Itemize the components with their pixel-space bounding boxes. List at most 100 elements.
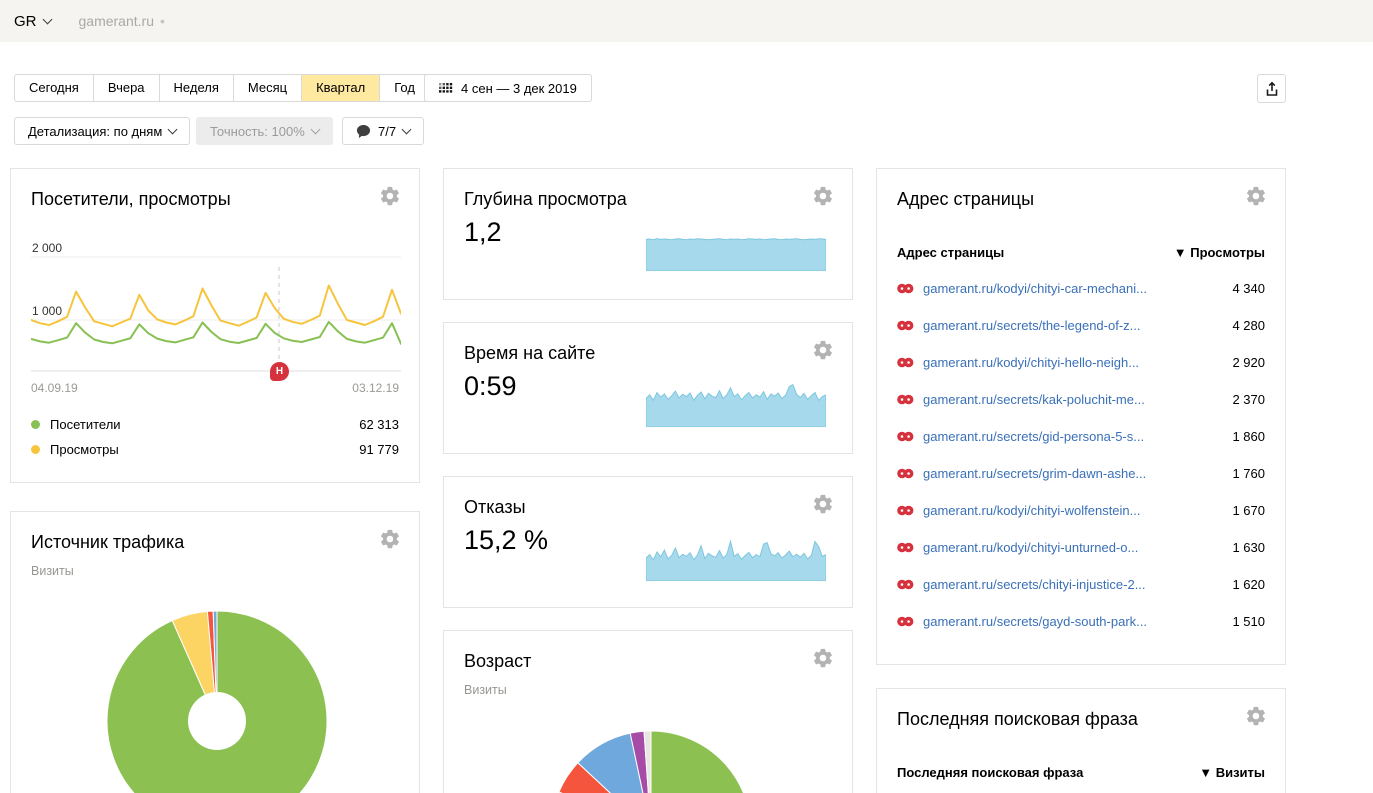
gear-icon[interactable]: [812, 339, 836, 363]
export-icon: [1266, 81, 1277, 96]
gear-icon[interactable]: [812, 493, 836, 517]
export-button[interactable]: [1257, 74, 1286, 103]
table-row: gamerant.ru/secrets/chityi-injustice-2..…: [897, 566, 1265, 603]
page-url-link[interactable]: gamerant.ru/secrets/grim-dawn-ashe...: [923, 466, 1147, 481]
period-tab[interactable]: Вчера: [92, 74, 160, 102]
table-row: gamerant.ru/kodyi/chityi-unturned-o... 1 …: [897, 529, 1265, 566]
bounce-rate-sparkline: [646, 539, 826, 581]
accuracy-dropdown[interactable]: Точность: 100%: [196, 117, 333, 145]
gear-icon[interactable]: [1245, 185, 1269, 209]
metric-value: 0:59: [464, 371, 517, 401]
card-title: Возраст: [464, 651, 532, 671]
page-url-link[interactable]: gamerant.ru/kodyi/chityi-unturned-o...: [923, 540, 1139, 555]
date-range-button[interactable]: 4 сен — 3 дек 2019: [424, 74, 592, 102]
period-tabs: Сегодня Вчера Неделя Месяц Квартал Год: [14, 74, 430, 102]
views-value: 1 630: [1232, 540, 1265, 555]
column-header-phrase: Последняя поисковая фраза: [897, 765, 1084, 780]
legend-value: 62 313: [359, 416, 399, 432]
table-header: Последняя поисковая фраза ▼ Визиты: [897, 765, 1265, 780]
favicon-link-icon: [897, 283, 914, 294]
views-value: 1 670: [1232, 503, 1265, 518]
chevron-down-icon: [42, 14, 52, 24]
gear-icon[interactable]: [812, 185, 836, 209]
page-url-link[interactable]: gamerant.ru/secrets/gayd-south-park...: [923, 614, 1147, 629]
gear-icon[interactable]: [1245, 705, 1269, 729]
detail-label: Детализация: по дням: [28, 123, 163, 139]
card-traffic-source: Источник трафика Визиты: [10, 511, 420, 793]
table-row: gamerant.ru/secrets/gayd-south-park... 1 …: [897, 603, 1265, 640]
legend-label: Посетители: [50, 416, 121, 432]
favicon-link-icon: [897, 320, 914, 331]
views-value: 2 370: [1232, 392, 1265, 407]
x-end-label: 03.12.19: [352, 381, 399, 395]
page-url-link[interactable]: gamerant.ru/secrets/kak-poluchit-me...: [923, 392, 1145, 407]
column-header-visits-sort[interactable]: ▼ Визиты: [1199, 765, 1265, 780]
table-row: gamerant.ru/secrets/kak-poluchit-me... 2 …: [897, 381, 1265, 418]
annotation-marker[interactable]: Н: [270, 362, 289, 381]
legend-item-visitors[interactable]: Посетители 62 313: [31, 413, 399, 435]
view-depth-sparkline: [646, 238, 826, 271]
column-header-url: Адрес страницы: [897, 245, 1005, 260]
detail-dropdown[interactable]: Детализация: по дням: [14, 117, 191, 145]
card-title: Адрес страницы: [897, 189, 1035, 209]
period-tab[interactable]: Месяц: [232, 74, 303, 102]
green-dot-icon: [31, 419, 40, 429]
comment-bubble-icon: [356, 124, 371, 138]
card-title: Посетители, просмотры: [31, 189, 231, 209]
card-title: Глубина просмотра: [464, 189, 627, 209]
card-age: Возраст Визиты: [443, 630, 853, 793]
page-url-link[interactable]: gamerant.ru/kodyi/chityi-hello-neigh...: [923, 355, 1140, 370]
y-tick-2000: 2 000: [32, 241, 63, 255]
card-subtitle: Визиты: [31, 564, 74, 578]
card-bounce-rate: Отказы 15,2 %: [443, 476, 853, 608]
calendar-grid-icon: [439, 82, 453, 93]
metric-value: 15,2 %: [464, 525, 549, 555]
table-row: gamerant.ru/kodyi/chityi-car-mechani... 4…: [897, 270, 1265, 307]
views-value: 1 620: [1232, 577, 1265, 592]
card-title: Источник трафика: [31, 532, 185, 552]
page-url-link[interactable]: gamerant.ru/kodyi/chityi-wolfenstein...: [923, 503, 1141, 518]
accuracy-label: Точность: 100%: [210, 123, 305, 139]
card-time-on-site: Время на сайте 0:59: [443, 322, 853, 454]
views-value: 1 860: [1232, 429, 1265, 444]
chevron-down-icon: [167, 124, 178, 134]
gear-icon[interactable]: [812, 647, 836, 671]
page-url-link[interactable]: gamerant.ru/kodyi/chityi-car-mechani...: [923, 281, 1147, 296]
chevron-down-icon: [310, 124, 321, 134]
card-title: Последняя поисковая фраза: [897, 709, 1138, 729]
column-header-views-sort[interactable]: ▼ Просмотры: [1173, 245, 1265, 260]
views-value: 4 280: [1232, 318, 1265, 333]
counter-switcher[interactable]: GR: [14, 12, 52, 30]
goals-label: 7/7: [378, 123, 397, 139]
pages-rows: gamerant.ru/kodyi/chityi-car-mechani... 4…: [897, 270, 1265, 640]
favicon-link-icon: [897, 616, 914, 627]
period-tab[interactable]: Неделя: [158, 74, 234, 102]
gear-icon[interactable]: [379, 185, 403, 209]
period-tab[interactable]: Квартал: [301, 74, 381, 102]
y-tick-1000: 1 000: [32, 304, 63, 318]
card-subtitle: Визиты: [464, 683, 507, 697]
topbar: GR gamerant.ru •: [0, 0, 1373, 42]
site-name[interactable]: gamerant.ru: [78, 13, 154, 29]
page-url-link[interactable]: gamerant.ru/secrets/the-legend-of-z...: [923, 318, 1141, 333]
counter-code: GR: [14, 12, 37, 30]
period-tab[interactable]: Сегодня: [14, 74, 94, 102]
card-visitors-views: Посетители, просмотры 2 000 1 000 Н 04.0…: [10, 168, 420, 483]
card-last-search-phrase: Последняя поисковая фраза Последняя поис…: [876, 688, 1286, 793]
favicon-link-icon: [897, 542, 914, 553]
page-url-link[interactable]: gamerant.ru/secrets/chityi-injustice-2..…: [923, 577, 1146, 592]
favicon-link-icon: [897, 468, 914, 479]
table-row: gamerant.ru/secrets/grim-dawn-ashe... 1 7…: [897, 455, 1265, 492]
legend-item-views[interactable]: Просмотры 91 779: [31, 438, 399, 460]
card-title: Отказы: [464, 497, 526, 517]
favicon-link-icon: [897, 505, 914, 516]
page-url-link[interactable]: gamerant.ru/secrets/gid-persona-5-s...: [923, 429, 1145, 444]
site-dot: •: [159, 13, 165, 29]
favicon-link-icon: [897, 579, 914, 590]
gear-icon[interactable]: [379, 528, 403, 552]
favicon-link-icon: [897, 431, 914, 442]
favicon-link-icon: [897, 357, 914, 368]
views-value: 4 340: [1232, 281, 1265, 296]
period-tab[interactable]: Год: [379, 74, 430, 102]
goals-dropdown[interactable]: 7/7: [342, 117, 425, 145]
